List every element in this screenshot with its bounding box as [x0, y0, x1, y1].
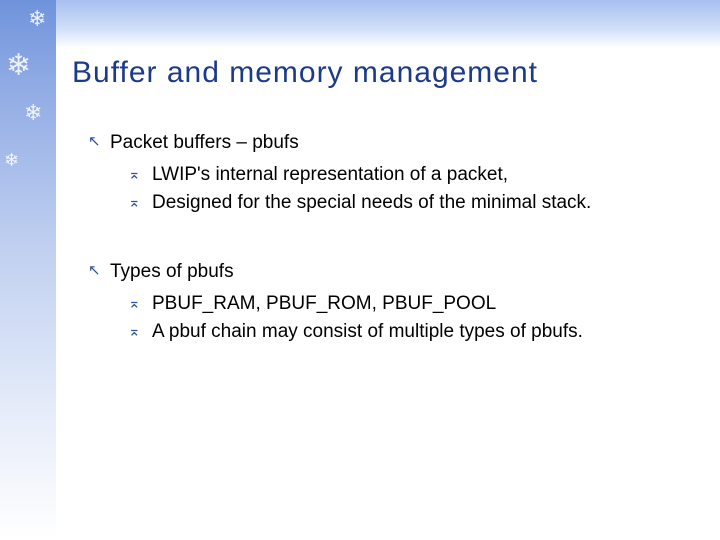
snowflake-icon: ❄ [6, 48, 31, 83]
bullet-level2: ⌅ PBUF_RAM, PBUF_ROM, PBUF_POOL [128, 291, 680, 317]
bullet-text: A pbuf chain may consist of multiple typ… [152, 319, 680, 345]
bullet-level2: ⌅ A pbuf chain may consist of multiple t… [128, 319, 680, 345]
bullet-text: LWIP's internal representation of a pack… [152, 162, 680, 188]
snowflake-icon: ❄ [4, 150, 19, 171]
bullet-heading: Types of pbufs [110, 259, 680, 285]
slide-body: ↖ Packet buffers – pbufs ⌅ LWIP's intern… [88, 130, 680, 347]
sub-bullet-icon: ⌅ [128, 162, 152, 188]
snowflake-icon: ❄ [24, 100, 42, 126]
bullet-heading: Packet buffers – pbufs [110, 130, 680, 156]
arrow-nw-icon: ↖ [88, 130, 110, 154]
sub-bullet-icon: ⌅ [128, 319, 152, 345]
arrow-nw-icon: ↖ [88, 259, 110, 283]
bullet-text: Designed for the special needs of the mi… [152, 190, 680, 216]
sub-bullet-icon: ⌅ [128, 291, 152, 317]
snowflake-icon: ❄ [28, 6, 46, 32]
bullet-level2: ⌅ LWIP's internal representation of a pa… [128, 162, 680, 188]
slide-title: Buffer and memory management [72, 56, 538, 90]
bullet-level1: ↖ Packet buffers – pbufs [88, 130, 680, 156]
sidebar-decoration: ❄ ❄ ❄ ❄ [0, 0, 56, 540]
bullet-level1: ↖ Types of pbufs [88, 259, 680, 285]
bullet-text: PBUF_RAM, PBUF_ROM, PBUF_POOL [152, 291, 680, 317]
sub-bullet-icon: ⌅ [128, 190, 152, 216]
top-gradient-band [0, 0, 720, 48]
bullet-level2: ⌅ Designed for the special needs of the … [128, 190, 680, 216]
